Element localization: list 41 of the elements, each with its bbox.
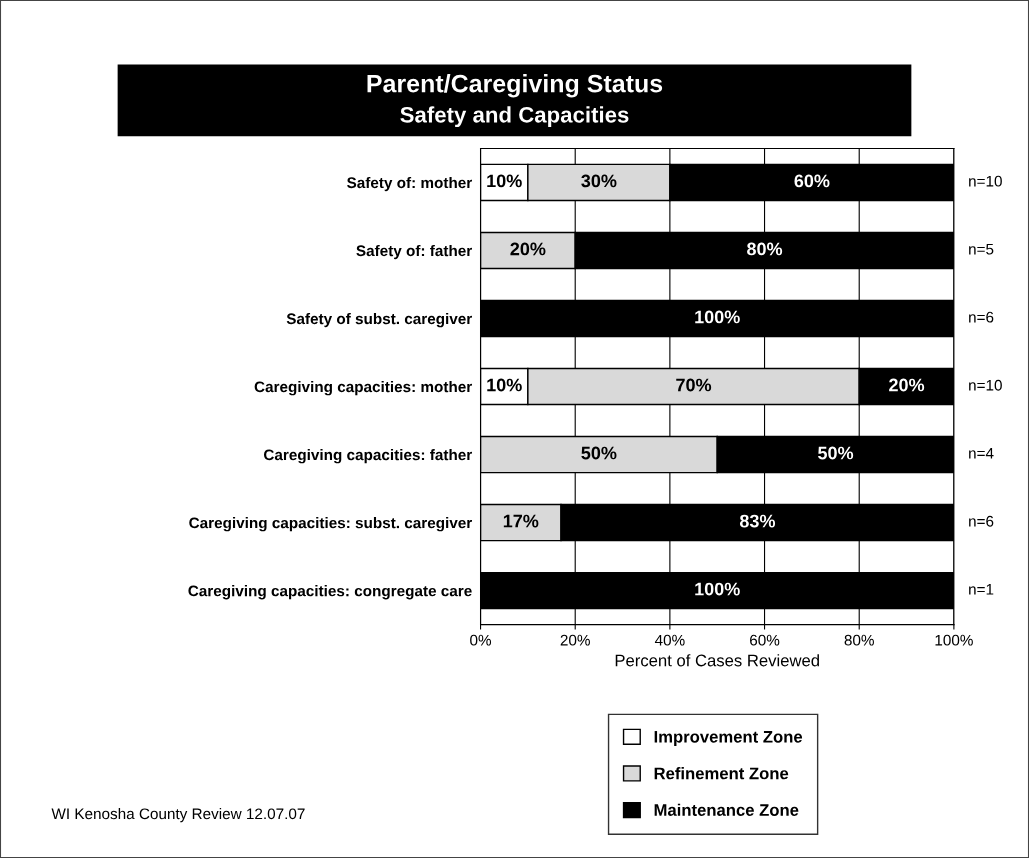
data-label: 10% bbox=[487, 378, 522, 392]
text: n=1 bbox=[969, 584, 994, 595]
chart-title: Parent/Caregiving Status bbox=[367, 74, 663, 98]
text: n=10 bbox=[969, 379, 1002, 391]
x-tick-label: 60% bbox=[750, 634, 780, 646]
data-label: 17% bbox=[503, 514, 539, 528]
data-label: 30% bbox=[581, 174, 617, 188]
x-tick-label: 100% bbox=[935, 634, 973, 646]
y-tick-label: Caregiving capacities: congregate care bbox=[188, 585, 472, 600]
text: n=6 bbox=[969, 515, 994, 527]
data-label: 60% bbox=[794, 174, 830, 188]
y-tick-label: Safety of: mother bbox=[347, 176, 472, 192]
data-label: 20% bbox=[510, 242, 546, 256]
legend-label: Refinement Zone bbox=[654, 767, 789, 780]
data-label: 20% bbox=[889, 378, 925, 392]
x-tick-label: 80% bbox=[844, 634, 874, 646]
x-tick-label: 0% bbox=[470, 634, 492, 646]
x-tick-label: 40% bbox=[654, 634, 685, 646]
legend-label: Maintenance Zone bbox=[654, 803, 799, 816]
text: WI Kenosha County Review 12.07.07 bbox=[51, 807, 305, 823]
x-tick-label: 20% bbox=[560, 634, 590, 646]
data-label: 80% bbox=[747, 242, 783, 256]
y-tick-label: Caregiving capacities: mother bbox=[254, 380, 472, 396]
data-label: 100% bbox=[695, 582, 740, 596]
text: n=6 bbox=[969, 311, 994, 323]
data-label: 10% bbox=[487, 174, 522, 188]
data-label: 100% bbox=[695, 310, 740, 324]
data-label: 50% bbox=[581, 446, 617, 460]
text: n=4 bbox=[969, 448, 994, 459]
data-label: 70% bbox=[676, 378, 712, 392]
y-tick-label: Caregiving capacities: father bbox=[263, 449, 472, 464]
text: n=5 bbox=[969, 243, 994, 255]
legend-label: Improvement Zone bbox=[654, 731, 803, 746]
data-label: 83% bbox=[739, 514, 776, 528]
data-label: 50% bbox=[818, 446, 854, 460]
y-tick-label: Safety of subst. caregiver bbox=[286, 312, 472, 328]
text: n=10 bbox=[969, 175, 1002, 187]
chart-subtitle: Safety and Capacities bbox=[400, 106, 629, 128]
y-tick-label: Safety of: father bbox=[356, 244, 472, 260]
x-axis-title: Percent of Cases Reviewed bbox=[615, 654, 819, 667]
y-tick-label: Caregiving capacities: subst. caregiver bbox=[189, 517, 472, 532]
